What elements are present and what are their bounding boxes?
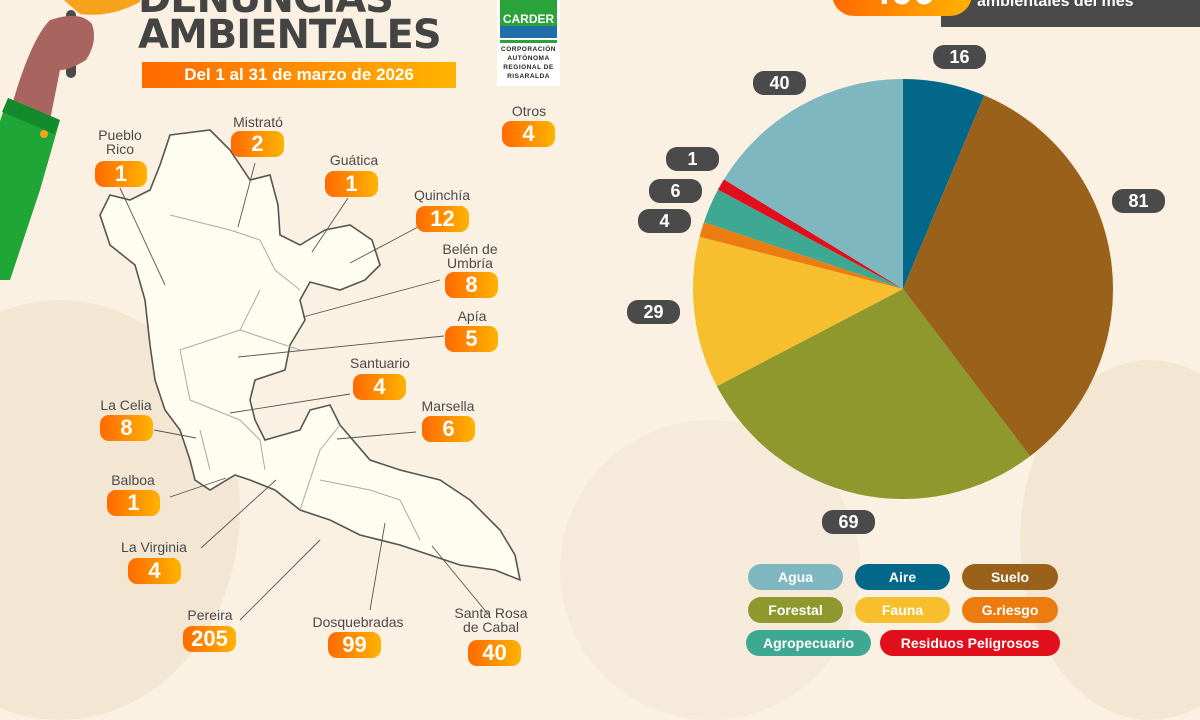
date-range-banner: Del 1 al 31 de marzo de 2026	[142, 62, 456, 88]
pie-label-griesgo: 4	[638, 209, 691, 233]
legend-residuos: Residuos Peligrosos	[880, 630, 1060, 656]
pie-label-forestal: 69	[822, 510, 875, 534]
pie-label-agropecuario: 6	[649, 179, 702, 203]
label-otros: Otros	[511, 103, 547, 119]
slice-agua	[723, 79, 903, 289]
badge-otros: 4	[502, 121, 555, 147]
badge-pueblo-rico: 1	[95, 161, 147, 187]
logo-subtitle: CORPORACIÓN AUTÓNOMA REGIONAL DE RISARAL…	[501, 46, 556, 80]
legend-suelo: Suelo	[962, 564, 1058, 590]
label-dosquebradas: Dosquebradas	[312, 614, 404, 630]
badge-dosquebradas: 99	[328, 632, 381, 658]
label-marsella: Marsella	[421, 398, 475, 414]
badge-santuario: 4	[353, 374, 406, 400]
badge-la-celia: 8	[100, 415, 153, 441]
pie-label-agua: 40	[753, 71, 806, 95]
label-guatica: Guática	[329, 152, 379, 168]
label-pereira: Pereira	[187, 607, 233, 623]
badge-pereira: 205	[183, 626, 236, 652]
legend-forestal: Forestal	[748, 597, 843, 623]
label-la-celia: La Celia	[100, 397, 152, 413]
megaphone-hand-illustration	[0, 0, 140, 280]
pie-chart	[693, 79, 1114, 500]
badge-mistrato: 2	[231, 131, 284, 157]
slice-residuos	[718, 179, 903, 289]
legend-agropecuario: Agropecuario	[746, 630, 871, 656]
label-apia: Apía	[457, 308, 487, 324]
label-santa-rosa-de-cabal: Santa Rosa de Cabal	[454, 605, 528, 635]
carder-logo: CARDER CORPORACIÓN AUTÓNOMA REGIONAL DE …	[497, 0, 560, 86]
label-balboa: Balboa	[111, 472, 155, 488]
legend-agua: Agua	[748, 564, 843, 590]
logo-name: CARDER	[500, 0, 557, 26]
slice-forestal	[716, 289, 1030, 500]
page-title-line1: DENUNCIAS	[138, 0, 394, 22]
pie-label-suelo: 81	[1112, 189, 1165, 213]
pie-label-aire: 16	[933, 45, 986, 69]
badge-guatica: 1	[325, 171, 378, 197]
risaralda-map	[99, 129, 522, 621]
total-badge: 400	[832, 0, 972, 16]
badge-apia: 5	[445, 326, 498, 352]
slice-fauna	[693, 236, 903, 387]
legend-griesgo: G.riesgo	[962, 597, 1058, 623]
pie-label-fauna: 29	[627, 300, 680, 324]
badge-santa-rosa-de-cabal: 40	[468, 640, 521, 666]
badge-belen-de-umbria: 8	[445, 272, 498, 298]
label-belen-de-umbria: Belén de Umbría	[442, 241, 498, 271]
label-quinchia: Quinchía	[413, 187, 471, 203]
logo-water-band	[500, 26, 557, 38]
pie-label-residuos: 1	[666, 147, 719, 171]
badge-la-virginia: 4	[128, 558, 181, 584]
slice-griesgo	[699, 222, 903, 289]
logo-stripe	[500, 40, 557, 43]
slice-agropecuario	[703, 189, 903, 289]
badge-quinchia: 12	[416, 206, 469, 232]
label-santuario: Santuario	[350, 355, 410, 371]
label-la-virginia: La Virginia	[121, 539, 187, 555]
badge-marsella: 6	[422, 416, 475, 442]
slice-aire	[903, 79, 985, 289]
slice-suelo	[903, 95, 1114, 457]
legend-fauna: Fauna	[855, 597, 950, 623]
page-title-line2: AMBIENTALES	[138, 12, 442, 58]
badge-balboa: 1	[107, 490, 160, 516]
legend-aire: Aire	[855, 564, 950, 590]
label-pueblo-rico: Pueblo Rico	[98, 127, 142, 157]
total-caption-bar: ambientales del mes	[941, 0, 1200, 27]
map-outline	[99, 129, 522, 582]
label-mistrato: Mistrató	[233, 114, 283, 130]
